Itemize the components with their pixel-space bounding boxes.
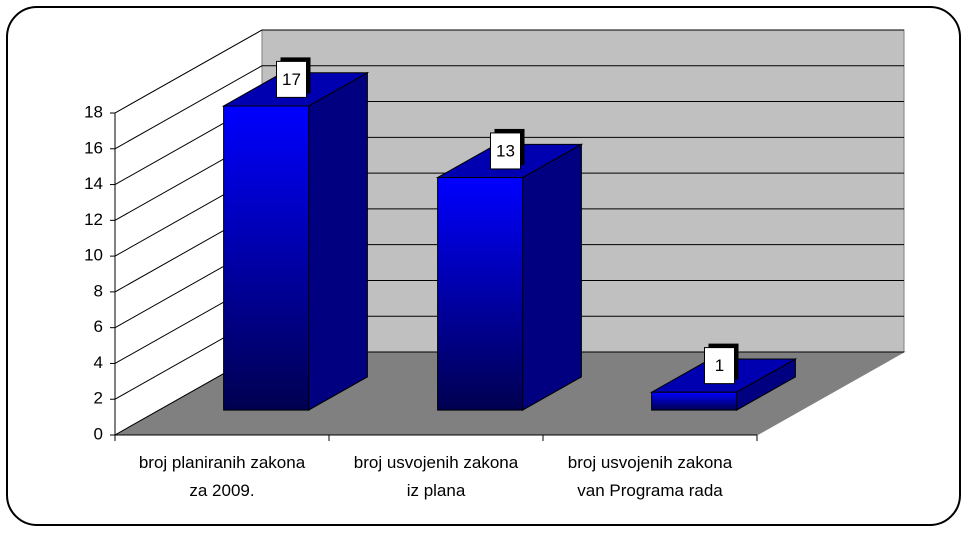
y-tick-label: 8 <box>94 281 103 300</box>
bar-front <box>651 391 738 411</box>
y-tick-label: 12 <box>84 210 103 229</box>
bar-front <box>223 105 310 411</box>
value-label-box <box>276 60 307 98</box>
bar-side <box>308 71 368 411</box>
y-tick-label: 16 <box>84 138 103 157</box>
value-label: 17 <box>282 70 301 89</box>
bar-side <box>522 143 582 411</box>
value-label: 13 <box>496 141 515 160</box>
x-tick-label: broj usvojenih zakona van Programa rada <box>567 453 733 500</box>
grid-line <box>114 65 904 150</box>
y-tick-label: 10 <box>84 246 103 265</box>
bar <box>221 71 370 411</box>
value-label-box <box>490 132 521 170</box>
y-tick-label: 14 <box>84 174 103 193</box>
y-tick-label: 18 <box>84 102 103 121</box>
x-tick-label: broj usvojenih zakona iz plana <box>353 453 519 500</box>
grid-line <box>114 29 904 114</box>
value-label-box <box>704 347 735 385</box>
x-tick-label: broj planiranih zakona za 2009. <box>138 453 306 500</box>
y-tick-label: 0 <box>94 424 103 443</box>
bar <box>435 143 584 411</box>
value-label: 1 <box>715 356 724 375</box>
y-tick-label: 4 <box>94 353 103 372</box>
bar-front <box>437 177 524 411</box>
y-tick-label: 6 <box>94 317 103 336</box>
y-tick-label: 2 <box>94 389 103 408</box>
